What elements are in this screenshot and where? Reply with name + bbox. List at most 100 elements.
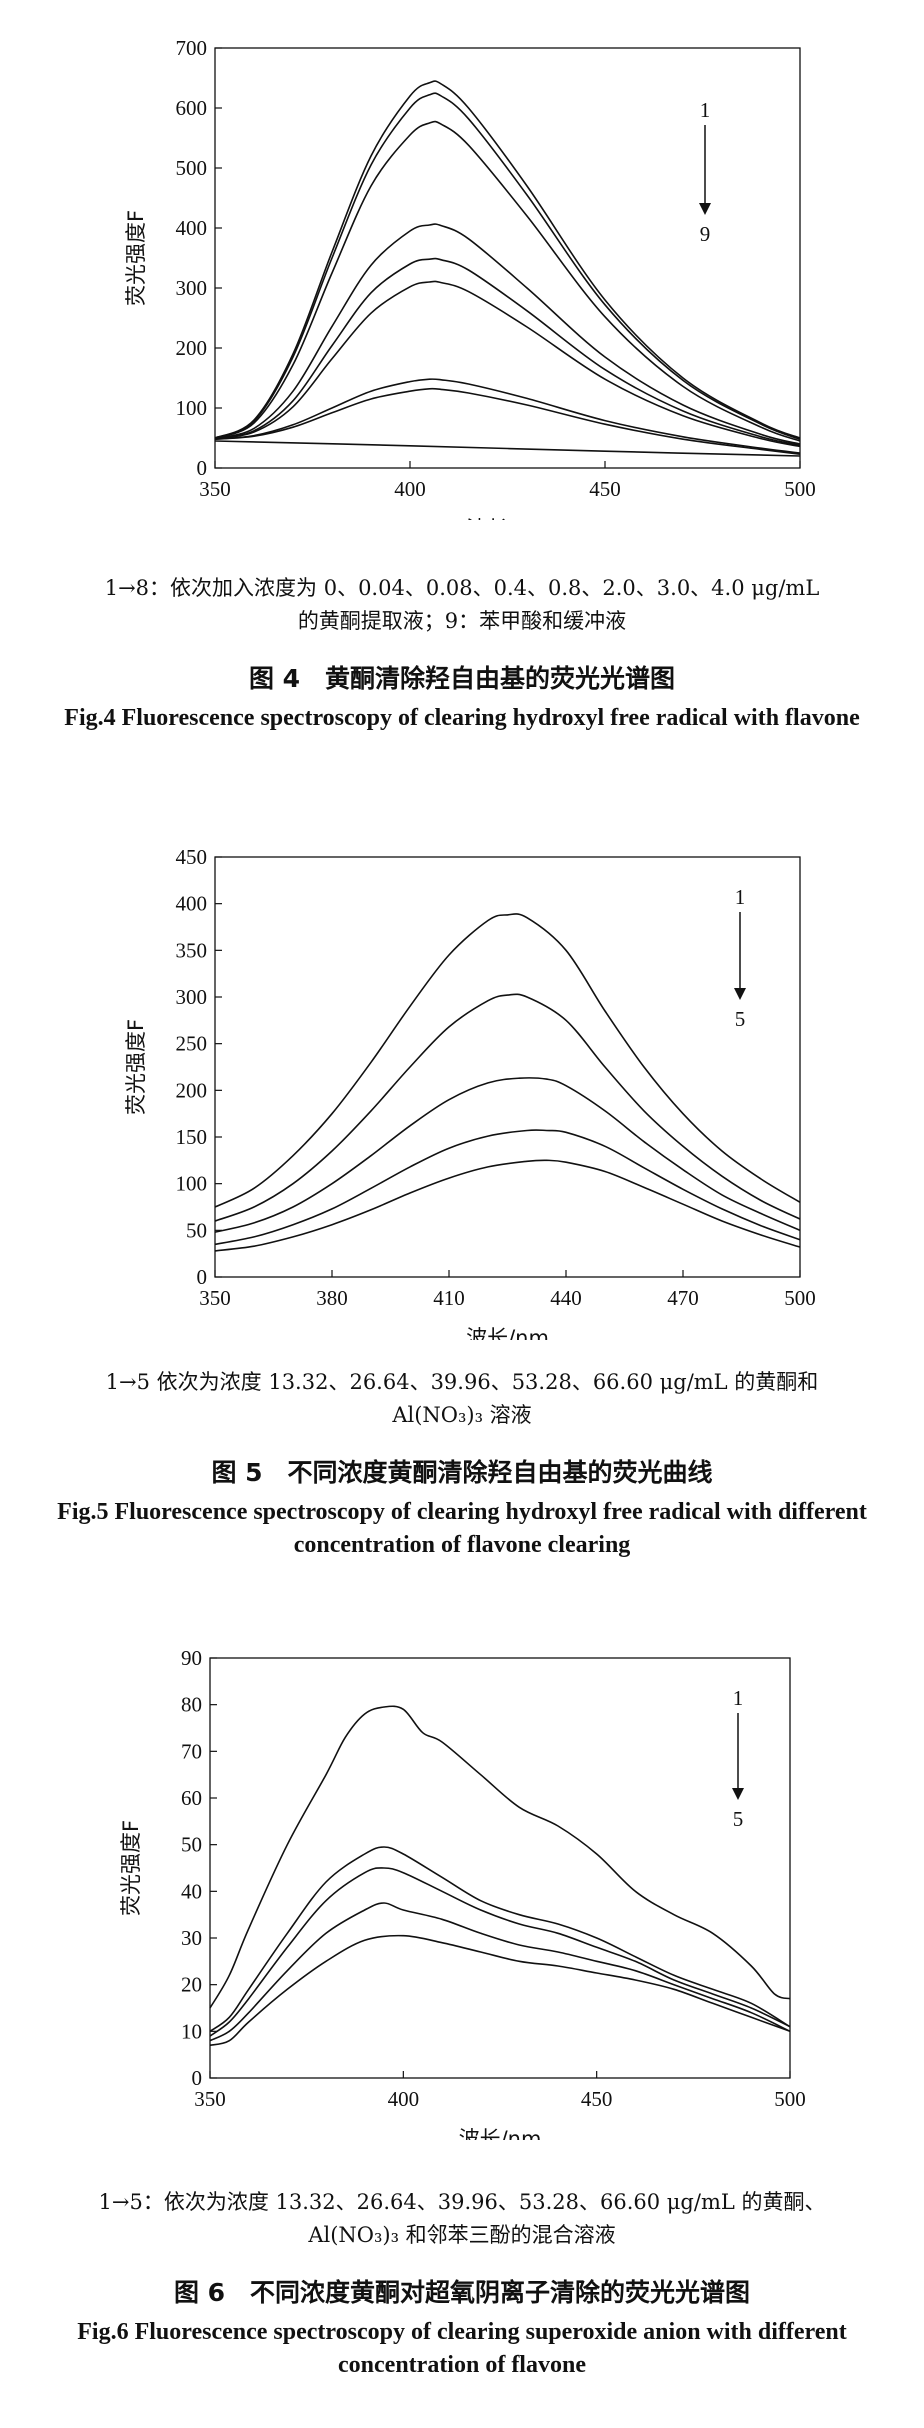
y-tick-label: 0 <box>197 1265 208 1289</box>
legend-end-label: 5 <box>733 1807 744 1831</box>
series-line-6 <box>214 280 801 448</box>
series-line-4 <box>214 223 801 445</box>
y-tick-label: 60 <box>181 1786 202 1810</box>
y-tick-label: 80 <box>181 1693 202 1717</box>
y-tick-label: 10 <box>181 2019 202 2043</box>
series-line-5 <box>209 1934 791 2047</box>
series-line-2 <box>214 993 801 1222</box>
plot-frame <box>214 856 801 1278</box>
x-axis-label: 波长/nm <box>459 2127 542 2140</box>
x-tick-label: 450 <box>589 477 621 501</box>
series-line-4 <box>209 1902 791 2042</box>
note-line-1: 1→5 依次为浓度 13.32、26.64、39.96、53.28、66.60 … <box>105 1370 819 1394</box>
y-tick-label: 70 <box>181 1739 202 1763</box>
figure-5-caption-en: Fig.5 Fluorescence spectroscopy of clear… <box>57 1499 867 1558</box>
note-line-1: 1→8：依次加入浓度为 0、0.04、0.08、0.4、0.8、2.0、3.0、… <box>104 576 820 600</box>
figure-5-note: 1→5 依次为浓度 13.32、26.64、39.96、53.28、66.60 … <box>30 1366 894 1432</box>
series-line-1 <box>214 80 801 439</box>
y-tick-label: 400 <box>176 892 208 916</box>
note-line-1: 1→5：依次为浓度 13.32、26.64、39.96、53.28、66.60 … <box>98 2190 826 2214</box>
x-tick-label: 500 <box>784 1286 816 1310</box>
legend-arrow-head <box>699 203 711 215</box>
x-tick-label: 410 <box>433 1286 465 1310</box>
y-axis-label: 荧光强度F <box>124 1019 148 1115</box>
series-line-1 <box>209 1705 791 2009</box>
note-line-2: Al(NO₃)₃ 和邻苯三酚的混合溶液 <box>308 2223 616 2247</box>
legend-end-label: 9 <box>700 222 711 246</box>
y-tick-label: 300 <box>176 276 208 300</box>
x-tick-label: 400 <box>388 2087 420 2111</box>
figure-4-caption-cn: 图 4 黄酮清除羟自由基的荧光光谱图 <box>248 664 676 693</box>
series-line-9 <box>214 440 801 457</box>
y-tick-label: 500 <box>176 156 208 180</box>
figure-5: 0 50 100 150 200 250 300 350 400 450 350 380 410 440 4… <box>0 820 924 1558</box>
figure-6: 0 10 20 30 40 50 60 70 80 90 350 400 450 500 波长/nm 荧光强度… <box>0 1620 924 2378</box>
figure-5-caption-cn: 图 5 不同浓度黄酮清除羟自由基的荧光曲线 <box>211 1458 713 1487</box>
y-tick-label: 200 <box>176 1078 208 1102</box>
legend-end-label: 5 <box>735 1007 746 1031</box>
chart-figure-4: 0 100 200 300 400 500 600 700 350 400 450 500 波长/nm 荧… <box>124 36 816 520</box>
x-tick-label: 470 <box>667 1286 699 1310</box>
y-axis-label: 荧光强度F <box>124 210 148 306</box>
figure-6-caption-cn: 图 6 不同浓度黄酮对超氧阴离子清除的荧光光谱图 <box>173 2278 751 2307</box>
x-tick-label: 450 <box>581 2087 613 2111</box>
series-line-2 <box>214 92 801 440</box>
y-tick-label: 600 <box>176 96 208 120</box>
x-tick-label: 350 <box>199 477 231 501</box>
y-tick-label: 100 <box>176 396 208 420</box>
x-tick-label: 400 <box>394 477 426 501</box>
y-tick-label: 0 <box>192 2066 203 2090</box>
series-line-3 <box>214 120 801 442</box>
series-line-2 <box>209 1846 791 2032</box>
y-tick-label: 700 <box>176 36 208 60</box>
y-tick-label: 30 <box>181 1926 202 1950</box>
x-tick-label: 380 <box>316 1286 348 1310</box>
series-line-4 <box>214 1129 801 1246</box>
x-tick-label: 500 <box>784 477 816 501</box>
y-tick-label: 450 <box>176 845 208 869</box>
legend-arrow-head <box>734 988 746 1000</box>
figure-4-caption-en: Fig.4 Fluorescence spectroscopy of clear… <box>64 705 860 731</box>
y-tick-label: 20 <box>181 1973 202 1997</box>
legend-start-label: 1 <box>735 885 746 909</box>
x-axis-label: 波长/nm <box>466 1326 549 1340</box>
y-tick-label: 150 <box>176 1125 208 1149</box>
y-tick-label: 50 <box>181 1833 202 1857</box>
y-tick-label: 100 <box>176 1172 208 1196</box>
x-tick-label: 350 <box>199 1286 231 1310</box>
note-line-2: 的黄酮提取液；9：苯甲酸和缓冲液 <box>297 609 627 633</box>
chart-figure-5: 0 50 100 150 200 250 300 350 400 450 350 380 410 440 4… <box>124 845 816 1340</box>
x-axis-label: 波长/nm <box>466 517 549 520</box>
note-line-2: Al(NO₃)₃ 溶液 <box>392 1403 532 1427</box>
y-tick-label: 90 <box>181 1646 202 1670</box>
y-tick-label: 0 <box>197 456 208 480</box>
chart-figure-6: 0 10 20 30 40 50 60 70 80 90 350 400 450 500 波长/nm 荧光强度… <box>119 1646 806 2140</box>
y-tick-label: 50 <box>186 1218 207 1242</box>
plot-frame <box>209 1657 791 2079</box>
y-tick-label: 400 <box>176 216 208 240</box>
y-tick-label: 250 <box>176 1032 208 1056</box>
series-line-5 <box>214 1159 801 1252</box>
legend-start-label: 1 <box>733 1686 744 1710</box>
legend-start-label: 1 <box>700 98 711 122</box>
series-line-5 <box>214 257 801 446</box>
figure-4-note: 1→8：依次加入浓度为 0、0.04、0.08、0.4、0.8、2.0、3.0、… <box>30 572 894 638</box>
series-line-8 <box>214 387 801 455</box>
series-line-3 <box>209 1867 791 2037</box>
y-tick-label: 40 <box>181 1879 202 1903</box>
legend-arrow-head <box>732 1788 744 1800</box>
x-tick-label: 440 <box>550 1286 582 1310</box>
y-axis-label: 荧光强度F <box>119 1820 143 1916</box>
figure-6-caption-en: Fig.6 Fluorescence spectroscopy of clear… <box>77 2319 847 2378</box>
y-tick-label: 350 <box>176 938 208 962</box>
series-line-1 <box>214 913 801 1208</box>
x-tick-label: 500 <box>774 2087 806 2111</box>
y-tick-label: 200 <box>176 336 208 360</box>
series-line-3 <box>214 1077 801 1233</box>
plot-frame <box>214 47 801 469</box>
x-tick-label: 350 <box>194 2087 226 2111</box>
series-line-7 <box>214 378 801 454</box>
y-tick-label: 300 <box>176 985 208 1009</box>
figure-4: 0 100 200 300 400 500 600 700 350 400 450 500 波长/nm 荧… <box>0 0 924 731</box>
figure-6-note: 1→5：依次为浓度 13.32、26.64、39.96、53.28、66.60 … <box>30 2186 894 2252</box>
